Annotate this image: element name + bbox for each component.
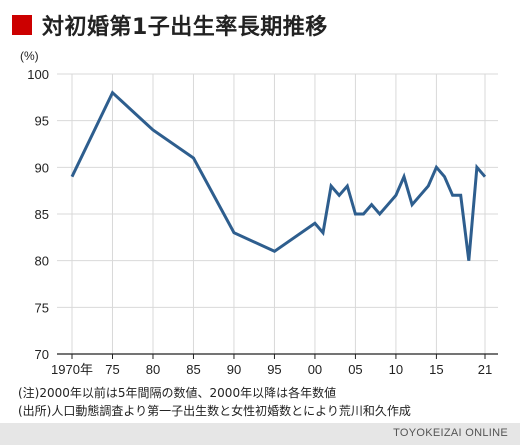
x-tick-label: 85 [186, 362, 200, 377]
chart-header: 対初婚第1子出生率長期推移 [12, 10, 328, 40]
y-tick-label: 100 [27, 67, 49, 82]
data-series [70, 90, 487, 261]
footnote-2: (出所)人口動態調査より第一子出生数と女性初婚数とにより荒川和久作成 [18, 404, 411, 418]
source-brand: TOYOKEIZAI ONLINE [393, 427, 508, 439]
x-tick-label: 75 [105, 362, 119, 377]
footnotes: (注)2000年以前は5年間隔の数値、2000年以降は各年数値 (出所)人口動態… [18, 384, 411, 420]
x-tick-label: 15 [429, 362, 443, 377]
footnote-1: (注)2000年以前は5年間隔の数値、2000年以降は各年数値 [18, 386, 337, 400]
axes [57, 353, 498, 359]
x-tick-label: 10 [389, 362, 403, 377]
x-tick-label: 00 [308, 362, 322, 377]
x-tick-label: 80 [146, 362, 160, 377]
line-chart: 70 75 80 85 90 95 100 (%) 1970年 75 80 85 90 95 00 05 10 1… [20, 49, 498, 377]
y-tick-label: 90 [35, 160, 49, 175]
y-tick-label: 75 [35, 300, 49, 315]
footer-bar: TOYOKEIZAI ONLINE [0, 423, 520, 445]
y-tick-label: 80 [35, 254, 49, 269]
title-marker [12, 15, 32, 35]
series-line [70, 90, 487, 261]
x-tick-label: 1970年 [51, 362, 93, 377]
x-tick-label: 05 [348, 362, 362, 377]
x-tick-label: 95 [267, 362, 281, 377]
y-tick-label: 70 [35, 347, 49, 362]
chart-title: 対初婚第1子出生率長期推移 [42, 15, 328, 40]
grid-lines [57, 73, 498, 354]
y-tick-label: 85 [35, 207, 49, 222]
x-tick-label: 90 [227, 362, 241, 377]
y-tick-label: 95 [35, 114, 49, 129]
x-tick-label: 21 [478, 362, 492, 377]
tick-labels: 70 75 80 85 90 95 100 (%) 1970年 75 80 85 90 95 00 05 10 1… [20, 49, 492, 377]
y-unit-label: (%) [20, 49, 39, 63]
